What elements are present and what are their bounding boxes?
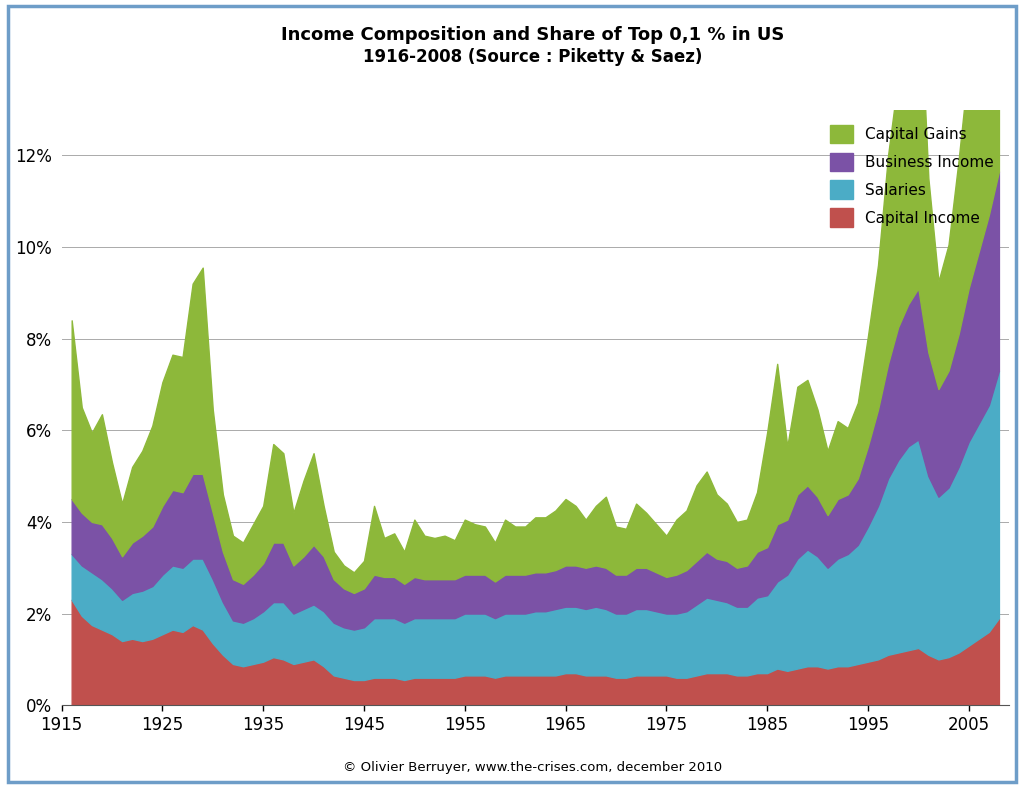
Text: Income Composition and Share of Top 0,1 % in US: Income Composition and Share of Top 0,1 …: [281, 27, 784, 44]
Text: 1916-2008 (Source : Piketty & Saez): 1916-2008 (Source : Piketty & Saez): [362, 48, 702, 65]
Text: © Olivier Berruyer, www.the-crises.com, december 2010: © Olivier Berruyer, www.the-crises.com, …: [343, 761, 722, 774]
Legend: Capital Gains, Business Income, Salaries, Capital Income: Capital Gains, Business Income, Salaries…: [822, 117, 1001, 235]
